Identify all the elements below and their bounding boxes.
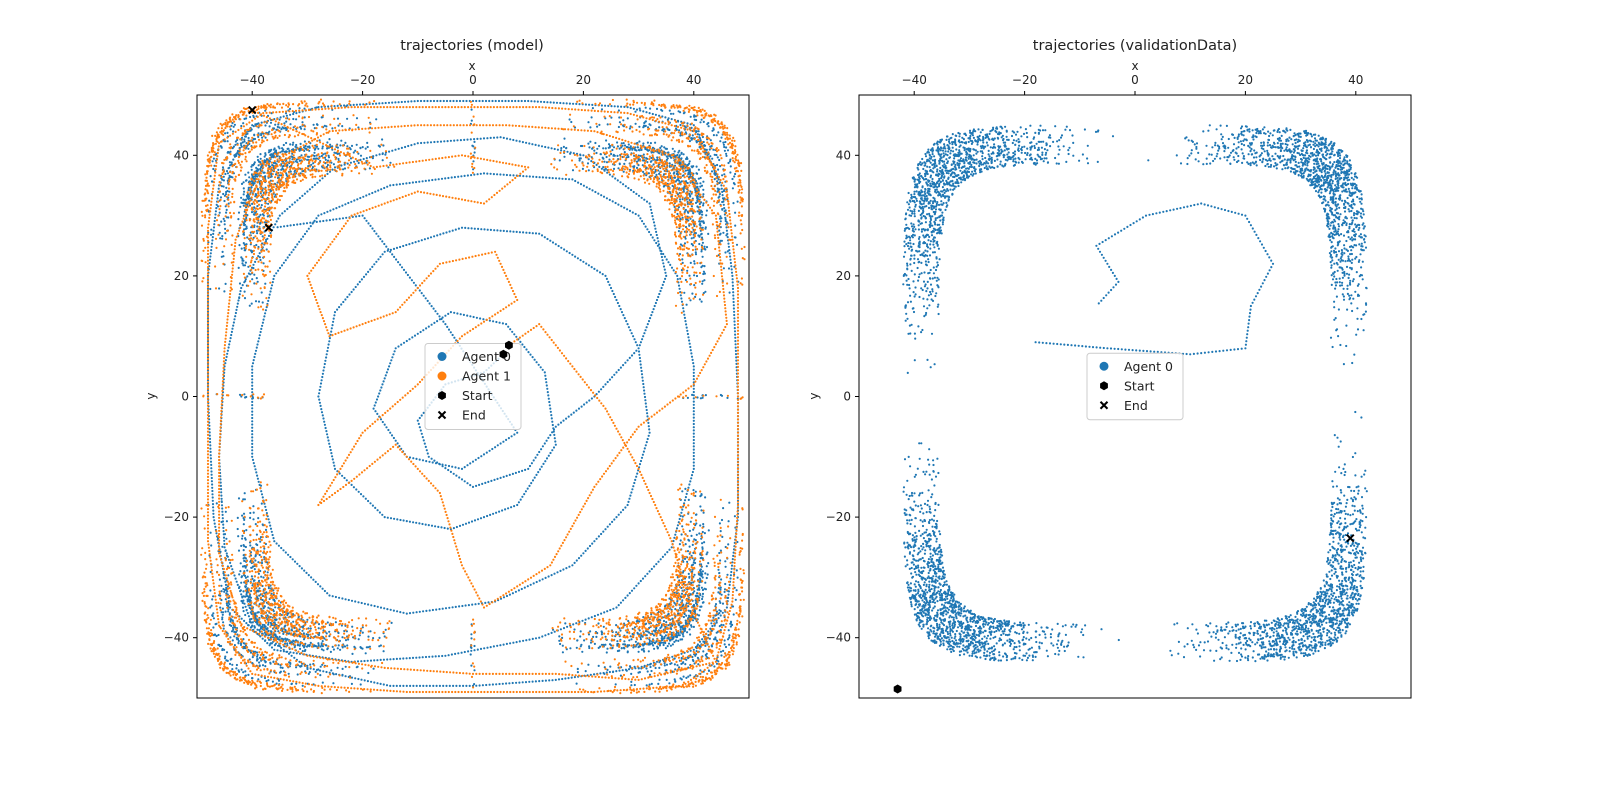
y-tick-label: 20	[836, 269, 851, 283]
legend-label: Start	[462, 388, 493, 403]
x-tick-label: 20	[1238, 73, 1253, 87]
legend-label: Agent 1	[462, 369, 511, 384]
x-tick-label: 40	[1348, 73, 1363, 87]
legend-label: Agent 0	[1124, 359, 1173, 374]
tick-group: −40 −20 0 20 40 −40 −20 0 20 40	[826, 73, 1364, 645]
y-tick-label: 40	[836, 148, 851, 162]
y-tick-label: −20	[826, 510, 851, 524]
legend-label: Start	[1124, 378, 1155, 393]
chart-title: trajectories (validationData)	[1033, 38, 1237, 54]
chart-title: trajectories (model)	[400, 38, 544, 54]
legend-marker	[437, 352, 447, 361]
legend-marker	[1100, 381, 1108, 391]
x-axis-label: x	[1131, 59, 1138, 73]
series-agent-0	[902, 124, 1368, 663]
legend-marker	[438, 391, 446, 400]
legend: Agent 0 Agent 1 Start End	[424, 343, 522, 430]
start-marker	[499, 349, 508, 359]
markers	[247, 105, 513, 359]
x-tick-label: 0	[1131, 73, 1139, 87]
legend-marker	[437, 410, 447, 420]
end-marker	[1346, 533, 1355, 543]
end-marker	[264, 223, 273, 232]
start-marker	[893, 684, 902, 694]
chart-validation-panel: trajectories (validationData) x y −40 −20…	[807, 38, 1412, 699]
x-tick-label: 40	[686, 73, 701, 87]
y-tick-label: −40	[826, 631, 851, 645]
y-tick-label: 20	[174, 269, 189, 283]
chart-model-panel: trajectories (model) x y −40 −20 0 20 40−40−…	[144, 38, 750, 699]
legend-marker	[437, 371, 447, 381]
y-tick-label: 0	[843, 390, 851, 404]
plot-area	[902, 124, 1368, 663]
y-tick-label: 40	[174, 148, 189, 162]
legend-marker	[1099, 361, 1109, 371]
start-marker	[505, 340, 513, 350]
series-points	[902, 124, 1368, 663]
end-marker	[247, 105, 257, 115]
x-tick-label: −20	[350, 73, 375, 87]
legend-box	[424, 343, 522, 430]
y-tick-label: −20	[164, 510, 189, 524]
legend: Agent 0 Start End	[1086, 352, 1184, 421]
legend-box	[1086, 352, 1184, 421]
legend-label: End	[462, 408, 486, 423]
legend-label: End	[1124, 398, 1148, 413]
tick-group: −40 −20 0 20 40 −40 −20 0 20 40	[164, 73, 702, 645]
y-axis-label: y	[144, 392, 158, 399]
axes-frame	[196, 94, 750, 699]
y-tick-label: 0	[181, 390, 189, 404]
x-tick-label: 0	[469, 73, 477, 87]
y-axis-label: y	[807, 392, 821, 399]
x-tick-label: −40	[902, 73, 927, 87]
x-tick-label: 20	[576, 73, 591, 87]
x-tick-label: −20	[1012, 73, 1037, 87]
axes-frame	[858, 94, 1412, 699]
legend-marker	[1099, 401, 1109, 410]
legend-label: Agent 0	[462, 349, 511, 364]
x-axis-label: x	[468, 59, 475, 73]
y-tick-label: −40	[164, 631, 189, 645]
x-tick-label: −40	[240, 73, 265, 87]
markers	[893, 533, 1355, 694]
